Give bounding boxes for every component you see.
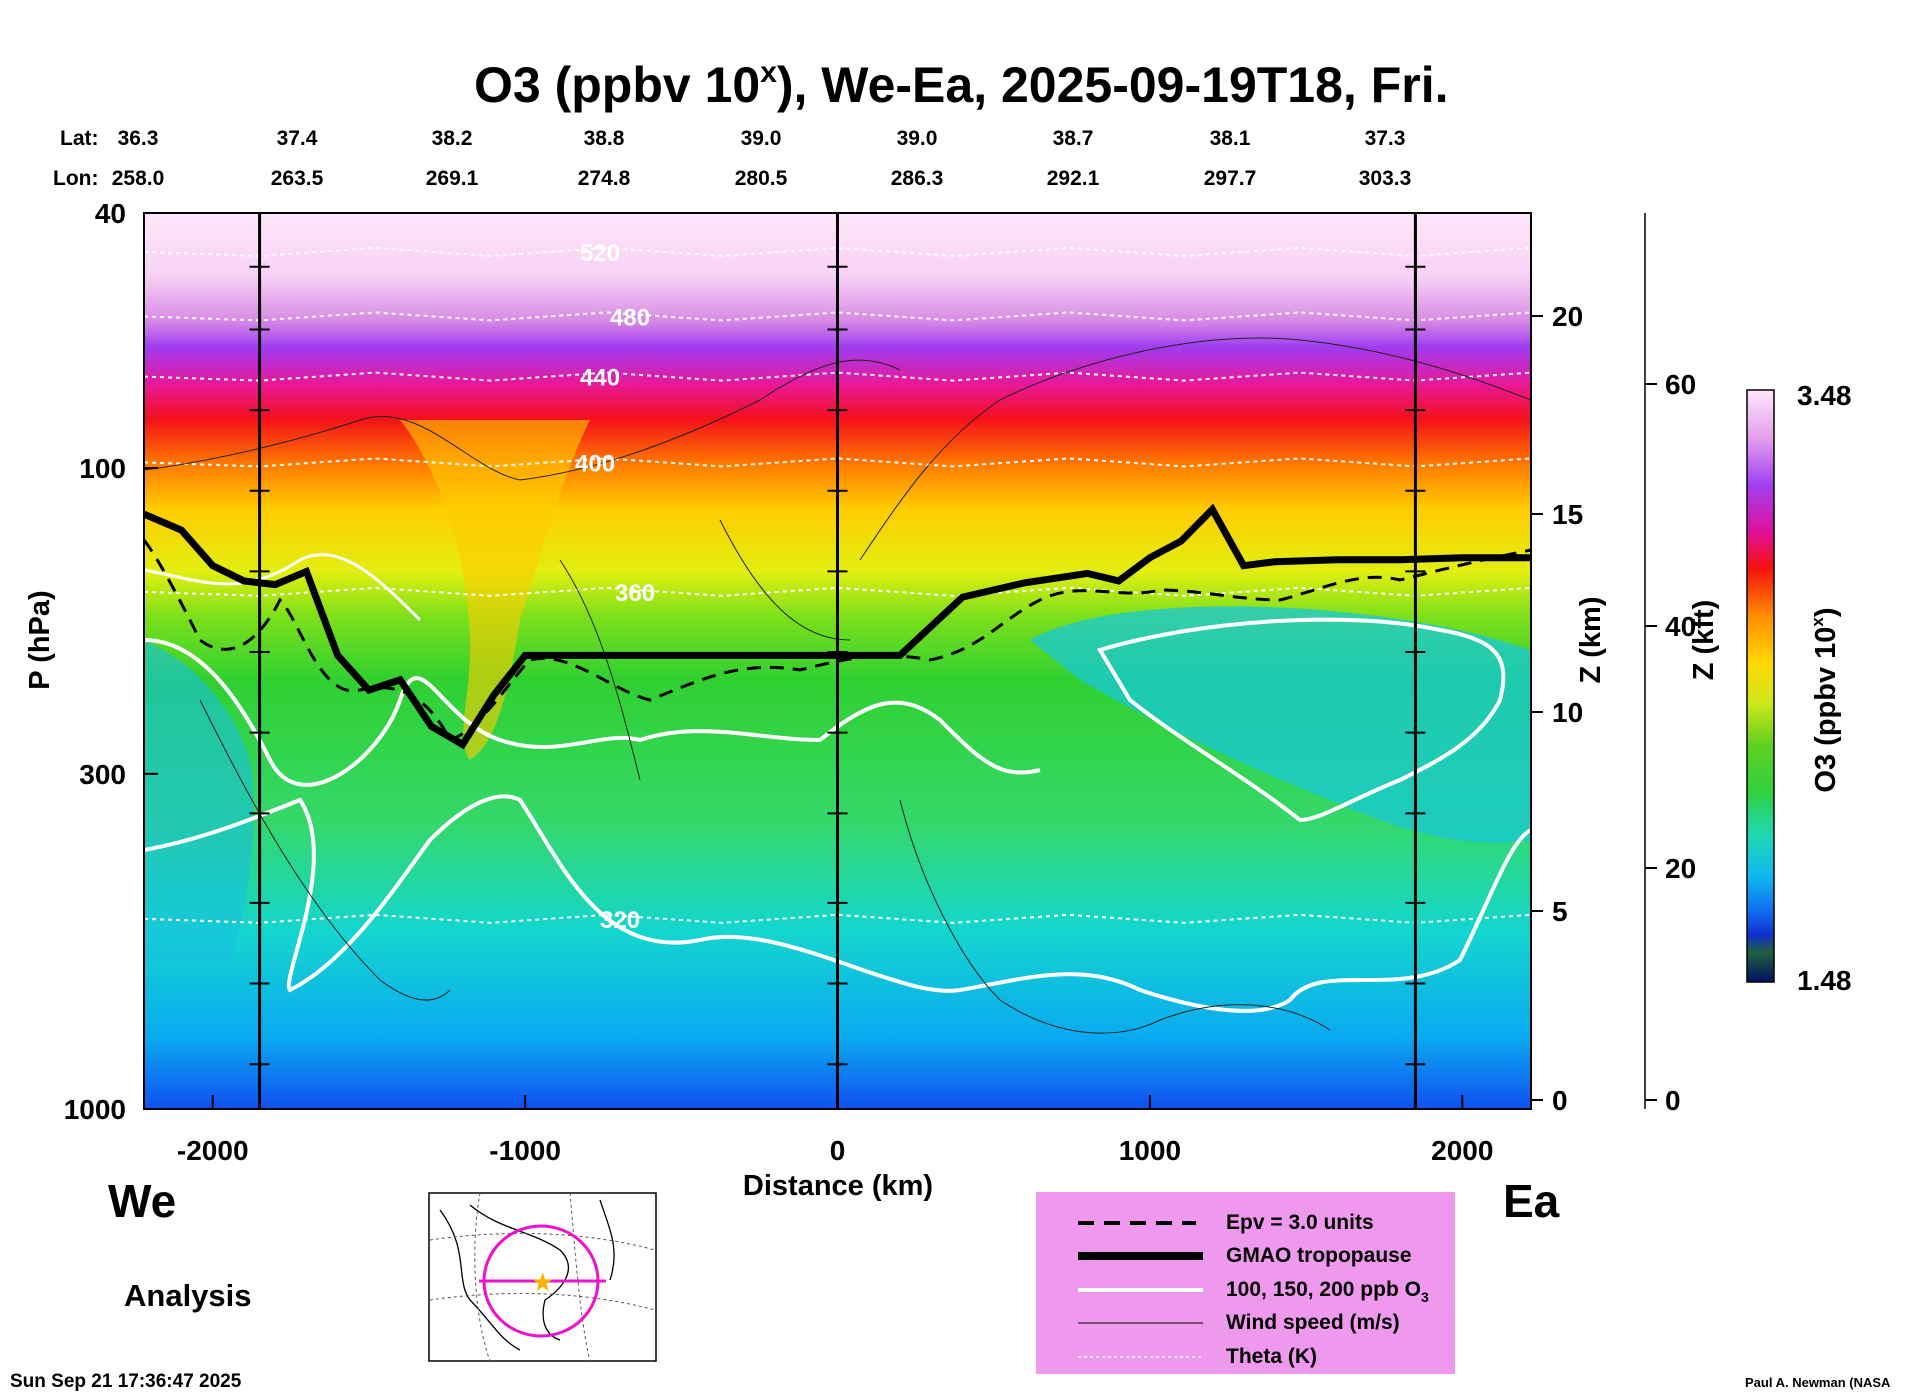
legend-label-epv: Epv = 3.0 units	[1226, 1211, 1374, 1234]
theta-label: 360	[615, 580, 655, 607]
lon-label: Lon:	[53, 167, 98, 190]
lon-value: 303.3	[1359, 167, 1412, 190]
epv-contour	[144, 539, 1531, 742]
coastline	[439, 1199, 615, 1351]
theta-label: 400	[575, 450, 615, 477]
lon-value: 280.5	[735, 167, 788, 190]
x-axis-label: Distance (km)	[743, 1170, 933, 1202]
x-ticks: -2000 -1000 0 1000 2000	[177, 1095, 1493, 1166]
colorbar-max: 3.48	[1797, 380, 1852, 411]
colorbar-label: O3 (ppbv 10x)	[1808, 607, 1842, 792]
legend-label-tropopause: GMAO tropopause	[1226, 1244, 1412, 1267]
lat-value: 38.8	[584, 127, 625, 150]
colorbar	[1746, 389, 1775, 983]
low-ozone-cell-west	[144, 640, 254, 960]
lon-value: 263.5	[271, 167, 324, 190]
lat-value: 38.1	[1210, 127, 1251, 150]
theta-label: 320	[600, 907, 640, 934]
credit: Paul A. Newman (NASA	[1745, 1375, 1891, 1390]
z-kft-label: Z (kft)	[1688, 600, 1720, 681]
x-tick-label: 0	[830, 1135, 846, 1166]
legend-label-wind: Wind speed (m/s)	[1226, 1311, 1400, 1334]
analysis-label: Analysis	[124, 1278, 252, 1313]
lat-value: 37.4	[277, 127, 318, 150]
y-tick-label: 300	[79, 759, 126, 790]
west-label: We	[108, 1175, 176, 1227]
legend-label-ozone: 100, 150, 200 ppb O3	[1226, 1278, 1429, 1305]
low-ozone-cell-east	[1030, 606, 1531, 843]
z-kft-tick-label: 40	[1665, 611, 1696, 642]
colorbar-min: 1.48	[1797, 965, 1852, 996]
x-tick-label: -2000	[177, 1135, 249, 1166]
y-ticks: 40 100 300 1000	[64, 198, 158, 1125]
z-kft-tick-label: 20	[1665, 853, 1696, 884]
lat-label: Lat:	[60, 127, 99, 150]
x-tick-label: 2000	[1431, 1135, 1493, 1166]
theta-label: 520	[580, 240, 620, 267]
ozone-contours-white	[144, 553, 1531, 1013]
locator-map: ★	[428, 1192, 657, 1362]
lat-value: 39.0	[897, 127, 938, 150]
lat-value: 36.3	[118, 127, 159, 150]
z-kft-axis: 0 20 40 60	[1644, 213, 1696, 1116]
lat-value: 37.3	[1365, 127, 1406, 150]
z-km-tick-label: 15	[1552, 499, 1583, 530]
center-star-icon: ★	[531, 1267, 554, 1297]
z-kft-tick-label: 60	[1665, 369, 1696, 400]
lon-value: 292.1	[1047, 167, 1100, 190]
x-tick-label: -1000	[489, 1135, 561, 1166]
lon-value: 258.0	[112, 167, 165, 190]
timestamp: Sun Sep 21 17:36:47 2025	[10, 1371, 242, 1392]
z-km-tick-label: 10	[1552, 697, 1583, 728]
graticule	[429, 1192, 656, 1362]
lat-value: 39.0	[741, 127, 782, 150]
lon-value: 269.1	[426, 167, 479, 190]
y-tick-label: 40	[95, 198, 126, 229]
legend-label-theta: Theta (K)	[1226, 1345, 1317, 1368]
lon-value: 274.8	[578, 167, 631, 190]
lon-value: 297.7	[1204, 167, 1257, 190]
y-tick-label: 100	[79, 453, 126, 484]
z-km-tick-label: 20	[1552, 301, 1583, 332]
wind-speed-contours	[144, 337, 1531, 1034]
theta-label: 440	[580, 365, 620, 392]
y-axis-label: P (hPa)	[24, 590, 56, 689]
z-km-axis: 0 5 10 15 20	[1531, 301, 1583, 1116]
theta-label: 480	[610, 304, 650, 331]
lat-lon-values: 36.3 37.4 38.2 38.8 39.0 39.0 38.7 38.1 37.3 258.…	[112, 127, 1412, 190]
z-km-tick-label: 5	[1552, 896, 1568, 927]
theta-labels: 520 480 440 400 360 320	[575, 240, 655, 934]
legend: Epv = 3.0 units GMAO tropopause 100, 150…	[1036, 1192, 1455, 1374]
x-tick-label: 1000	[1119, 1135, 1181, 1166]
z-kft-tick-label: 0	[1665, 1085, 1681, 1116]
y-tick-label: 1000	[64, 1094, 126, 1125]
z-km-tick-label: 0	[1552, 1085, 1568, 1116]
east-label: Ea	[1503, 1175, 1560, 1227]
reference-lines	[249, 213, 1426, 1109]
lat-value: 38.7	[1053, 127, 1094, 150]
ozone-intrusion	[400, 420, 590, 760]
lat-value: 38.2	[432, 127, 473, 150]
z-km-label: Z (km)	[1575, 597, 1607, 684]
chart-title: O3 (ppbv 10x), We-Ea, 2025-09-19T18, Fri…	[474, 56, 1448, 113]
lon-value: 286.3	[891, 167, 944, 190]
